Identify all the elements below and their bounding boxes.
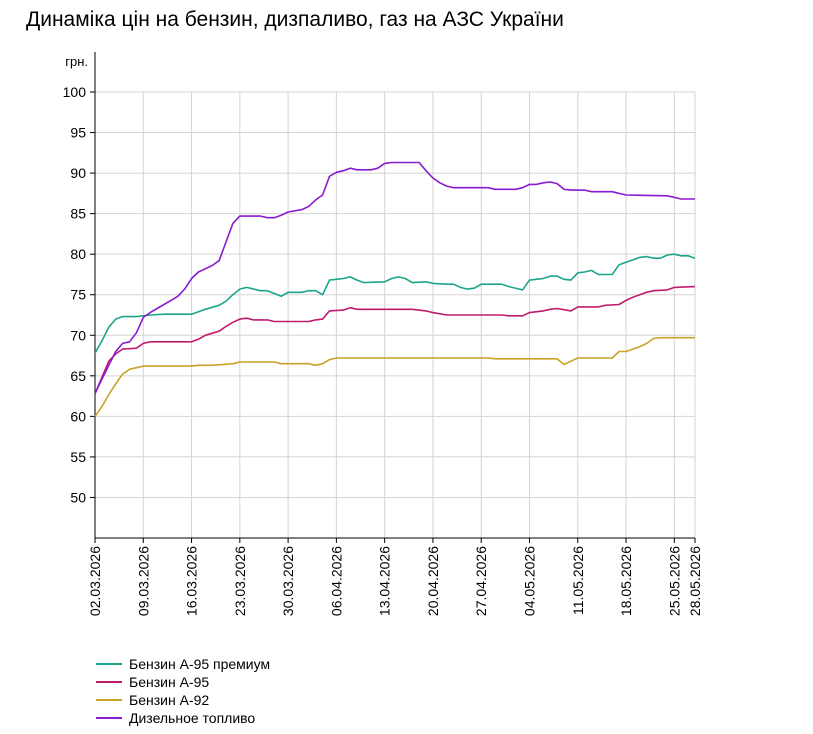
series-line-3 [94, 336, 695, 417]
y-tick-label: 55 [70, 449, 86, 465]
series-line-1 [94, 253, 696, 354]
y-tick-label: 95 [70, 125, 86, 141]
legend-label: Дизельное топливо [129, 710, 256, 726]
x-tick-label: 23.03.2026 [232, 546, 248, 616]
x-tick-label: 13.04.2026 [377, 546, 393, 616]
series-line-2 [94, 285, 696, 395]
legend-swatch [96, 699, 122, 701]
x-tick-label: 20.04.2026 [425, 546, 441, 616]
y-tick-label: 50 [70, 489, 86, 505]
x-tick-label: 30.03.2026 [280, 546, 296, 616]
y-tick-label: 60 [70, 408, 86, 424]
x-tick-label: 09.03.2026 [135, 546, 151, 616]
legend-swatch [96, 681, 122, 683]
x-tick-label: 18.05.2026 [618, 546, 634, 616]
line-chart: грн. 50 55 60 65 70 75 80 85 90 95 100 02.03.2026 09.… [63, 52, 703, 616]
x-tick-label: 11.05.2026 [570, 546, 586, 615]
legend-swatch [96, 663, 122, 665]
legend-label: Бензин А-95 [129, 674, 210, 690]
y-axis-label: грн. [65, 54, 88, 69]
series-line-4 [94, 161, 695, 395]
x-tick-label: 25.05.2026 [666, 546, 682, 616]
legend-label: Бензин А-95 премиум [129, 656, 271, 672]
x-tick-label: 27.04.2026 [473, 546, 489, 616]
y-tick-label: 100 [63, 84, 87, 100]
x-tick-label: 16.03.2026 [184, 546, 200, 616]
x-tick-label: 04.05.2026 [521, 546, 537, 616]
x-tick-label: 28.05.2026 [687, 546, 703, 616]
y-tick-label: 75 [70, 287, 86, 303]
x-tick-label: 02.03.2026 [87, 546, 103, 616]
legend-swatch [96, 717, 122, 719]
y-tick-label: 70 [70, 327, 86, 343]
chart-title: Динаміка цін на бензин, дизпаливо, газ н… [26, 8, 564, 31]
y-tick-label: 85 [70, 206, 86, 222]
y-tick-label: 80 [70, 246, 86, 262]
y-tick-label: 65 [70, 368, 86, 384]
x-tick-label: 06.04.2026 [328, 546, 344, 616]
y-tick-label: 90 [70, 165, 86, 181]
legend-label: Бензин А-92 [129, 692, 210, 708]
